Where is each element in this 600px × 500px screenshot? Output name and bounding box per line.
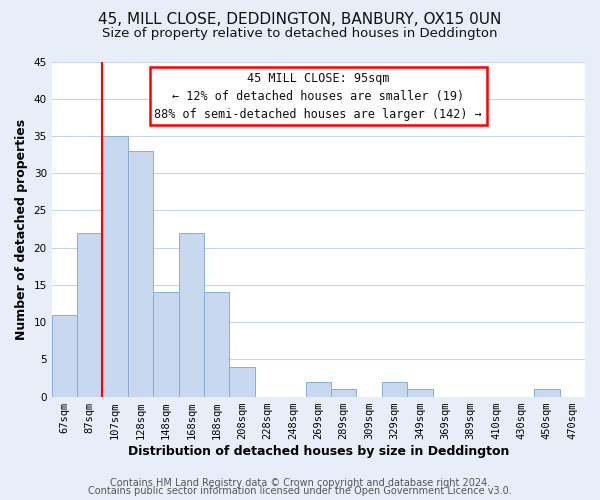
Bar <box>382 382 407 396</box>
Text: 45, MILL CLOSE, DEDDINGTON, BANBURY, OX15 0UN: 45, MILL CLOSE, DEDDINGTON, BANBURY, OX1… <box>98 12 502 28</box>
Bar <box>128 151 153 396</box>
Text: Contains HM Land Registry data © Crown copyright and database right 2024.: Contains HM Land Registry data © Crown c… <box>110 478 490 488</box>
Bar <box>305 382 331 396</box>
Bar <box>103 136 128 396</box>
Bar <box>407 389 433 396</box>
X-axis label: Distribution of detached houses by size in Deddington: Distribution of detached houses by size … <box>128 444 509 458</box>
Bar <box>153 292 179 397</box>
Bar <box>331 389 356 396</box>
Bar <box>77 233 103 396</box>
Bar <box>204 292 229 397</box>
Text: 45 MILL CLOSE: 95sqm
← 12% of detached houses are smaller (19)
88% of semi-detac: 45 MILL CLOSE: 95sqm ← 12% of detached h… <box>154 72 482 120</box>
Bar <box>179 233 204 396</box>
Text: Contains public sector information licensed under the Open Government Licence v3: Contains public sector information licen… <box>88 486 512 496</box>
Y-axis label: Number of detached properties: Number of detached properties <box>15 118 28 340</box>
Bar <box>52 314 77 396</box>
Text: Size of property relative to detached houses in Deddington: Size of property relative to detached ho… <box>102 28 498 40</box>
Bar <box>229 367 255 396</box>
Bar <box>534 389 560 396</box>
